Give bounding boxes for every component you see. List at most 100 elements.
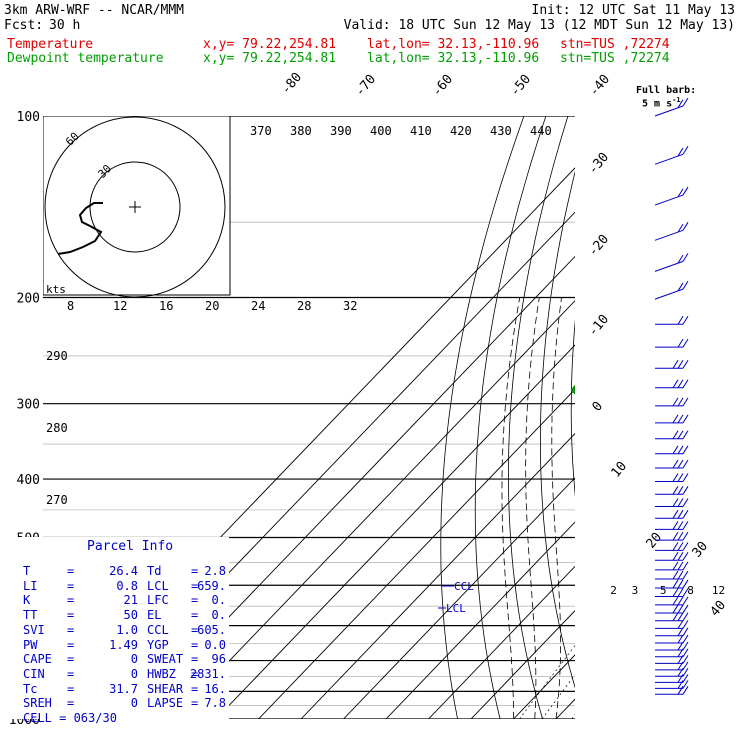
wind-barb: [654, 253, 689, 272]
parcel-equals: =: [191, 652, 199, 667]
wind-barb-flag: [677, 486, 684, 495]
isotherm-label: -60: [430, 72, 457, 100]
wind-barb-flag: [682, 509, 689, 519]
pressure-label: 300: [17, 398, 40, 413]
parcel-label-right: YGP: [147, 637, 169, 652]
barb-legend-exponent: -1: [672, 96, 681, 104]
theta-label: 370: [250, 124, 272, 138]
parcel-label-right: LFC: [147, 593, 169, 608]
wind-barb-flag: [682, 627, 689, 637]
wind-barb-flag: [672, 473, 679, 482]
wind-barb-flag: [682, 459, 689, 469]
isotherm--60: [300, 432, 575, 719]
forecast-label: Fcst:: [4, 18, 44, 33]
parcel-label-right: Td: [147, 564, 162, 578]
pressure-label: 100: [17, 110, 40, 125]
isotherm--30: [428, 565, 575, 719]
wind-barb-flag: [677, 509, 684, 519]
wind-barb-flag: [677, 473, 684, 482]
wind-barb-flag: [677, 223, 684, 233]
wind-barb-flag: [677, 604, 684, 614]
wind-barb-flag: [672, 379, 679, 388]
wind-barb-flag: [672, 445, 679, 455]
wind-barb: [655, 604, 689, 614]
parcel-value-right: 2831.: [189, 666, 226, 681]
parcel-value-left: 50: [123, 608, 138, 623]
wind-barb-flag: [672, 596, 679, 606]
parcel-label-right: SHEAR: [147, 681, 184, 696]
parcel-value-right: 0.: [211, 608, 226, 623]
parcel-value-left: 1.49: [109, 637, 138, 652]
hodograph-frame: [43, 116, 231, 296]
dewpoint-station: stn=TUS ,72274: [560, 51, 670, 66]
isotherm-0: [555, 698, 575, 719]
wind-barb: [655, 596, 689, 606]
parcel-value-right: 0.0: [204, 637, 226, 652]
wind-barb-flag: [677, 414, 684, 424]
parcel-value-right: 16.: [204, 681, 226, 696]
wind-barb-staff: [654, 194, 684, 206]
barb-legend-title: Full barb:: [636, 85, 697, 96]
hodograph-ring: [89, 161, 181, 253]
mixing-ratio-label: 8: [687, 584, 694, 597]
parcel-label-left: Tc: [23, 681, 38, 696]
wind-barb: [655, 521, 689, 530]
isotherm--70: [258, 388, 575, 719]
wind-barb: [655, 648, 689, 658]
wind-barb: [655, 459, 689, 469]
parcel-label-right: SWEAT: [147, 652, 184, 667]
wind-barb-flag: [677, 397, 684, 407]
wind-barb-flag: [672, 588, 679, 597]
wind-barb: [655, 612, 689, 622]
wind-barb-flag: [672, 459, 679, 469]
isotherm-label: -20: [586, 232, 613, 260]
parcel-label-right: LCL: [147, 578, 169, 593]
isotherm-label: -40: [587, 72, 614, 100]
isotherm-label: -80: [279, 70, 306, 98]
wind-barb: [655, 667, 689, 677]
parcel-label-right: HWBZ: [147, 666, 176, 681]
isotherm-label: 40: [708, 598, 730, 620]
parcel-value-left: 0.8: [116, 578, 138, 593]
parcel-equals: =: [191, 578, 199, 593]
isotherm--50: [343, 477, 575, 719]
theta-e-label: 270: [46, 493, 68, 507]
hodograph-trace: [57, 202, 103, 255]
wind-barb-flag: [682, 680, 689, 689]
wind-barb-flag: [677, 648, 684, 658]
wind-barb-flag: [672, 509, 679, 519]
wind-barb-flag: [677, 99, 684, 109]
wind-barb-flag: [677, 459, 684, 469]
wind-barb-flag: [682, 542, 689, 551]
moist-adiabat--10: [501, 297, 521, 719]
wind-barb-flag: [682, 588, 689, 597]
wind-barb-flag: [677, 620, 684, 629]
mixing-ratio-label: 3: [632, 584, 639, 597]
dry-adiabat-340: [711, 116, 740, 719]
isotherm-40: [726, 116, 740, 719]
parcel-label-left: CIN: [23, 666, 45, 681]
wind-barb: [655, 430, 689, 440]
theta-e-label: 280: [46, 421, 68, 435]
wind-barb-flag: [682, 280, 689, 290]
wind-barb-flag: [682, 430, 689, 440]
wind-barb: [655, 579, 689, 589]
wind-barb-staff: [654, 153, 684, 165]
parcel-value-right: 0.: [211, 593, 226, 608]
valid-time: Valid: 18 UTC Sun 12 May 13 (12 MDT Sun …: [343, 18, 735, 33]
parcel-equals: =: [67, 608, 75, 623]
moist-adiabat-5: [577, 298, 588, 720]
theta-label: 440: [530, 124, 552, 138]
parcel-label-left: PW: [23, 637, 38, 652]
wind-barb-flag: [682, 473, 689, 482]
wind-barb: [655, 620, 689, 629]
wind-barb: [655, 531, 689, 541]
wind-barb: [655, 338, 689, 348]
wind-barb-flag: [682, 686, 689, 695]
theta-label: 400: [370, 124, 392, 138]
wind-barb: [655, 473, 689, 482]
speed-axis-label: 20: [205, 299, 219, 313]
wind-barb-flag: [682, 655, 689, 664]
parcel-value-right: 605.: [197, 622, 226, 637]
